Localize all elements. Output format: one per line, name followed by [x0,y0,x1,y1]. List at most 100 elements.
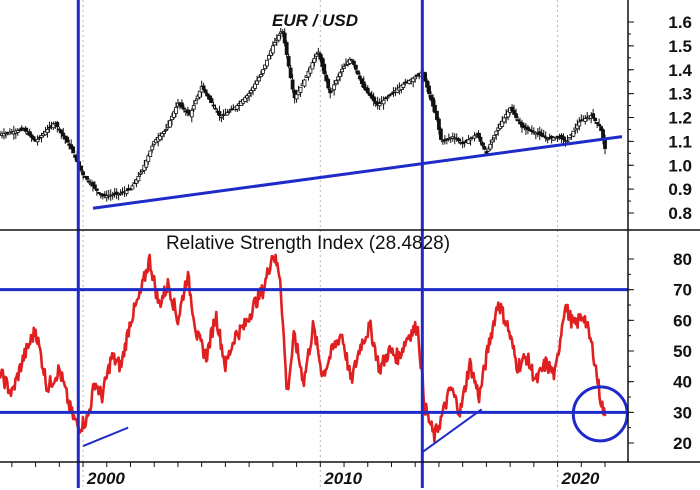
price-candle-body [468,138,473,141]
price-candle-body [352,60,356,65]
price-candle-body [276,35,281,41]
price-candle-body [435,110,439,120]
price-candle-body [431,97,435,107]
price-candle-body [593,117,598,121]
price-candle-body [193,100,198,105]
price-y-tick-label-1.6: 1.6 [668,13,692,32]
price-candle-body [415,74,420,77]
price-candle-body [213,107,218,110]
annotation-lines [0,0,629,488]
price-candle-body [314,53,319,57]
rsi-y-tick-label-40: 40 [673,373,692,392]
price-candle-body [439,128,443,140]
price-candle-body [136,175,141,182]
price-candle-body [478,136,483,142]
price-candle-body [456,138,461,142]
price-candle-body [577,121,582,127]
price-candle-body [247,93,252,97]
price-candle-body [266,55,271,60]
price-candle-body [353,64,358,70]
price-candle-body [96,192,101,194]
price-candle-body [235,105,240,110]
price-candle-body [201,85,206,91]
price-y-tick-label-1.3: 1.3 [668,85,692,104]
price-candle-body [294,93,299,100]
price-y-tick-label-1.2: 1.2 [668,109,692,128]
price-candle-body [423,72,427,82]
price-candle-body [597,123,601,126]
price-candle-body [85,176,89,180]
price-candle-body [308,66,313,74]
price-candle-body [462,141,467,144]
rsi-line-group [0,253,607,443]
price-candle-body [565,140,570,143]
price-candle-body [514,113,518,118]
price-candle-body [385,96,390,99]
price-candle-body [211,104,216,107]
price-candle-body [490,139,495,143]
x-tick-label-2010: 2010 [323,469,362,488]
price-candle-body [65,136,70,143]
price-candle-body [526,126,530,130]
price-candle-body [389,93,394,96]
gridlines [82,0,559,488]
price-candle-body [209,98,214,104]
price-candle-body [427,85,431,94]
price-candle-body [571,130,576,137]
price-candle-body [476,132,481,138]
price-candle-body [189,109,194,118]
price-candle-body [316,51,321,54]
price-candle-body [35,138,40,143]
price-candle-body [340,68,344,73]
price-y-tick-label-0.8: 0.8 [668,204,692,223]
rsi-y-tick-label-50: 50 [673,342,692,361]
price-candle-body [94,188,99,191]
rsi-trendline-2 [421,408,483,454]
price-candle-body [47,126,52,129]
x-tick-label-2020: 2020 [561,469,600,488]
price-candle-body [522,124,526,129]
price-candle-body [148,150,153,157]
price-candle-body [342,66,346,69]
price-candle-body [494,130,499,135]
price-candle-body [322,63,327,74]
price-candle-body [15,130,20,133]
x-tick-label-2000: 2000 [86,469,125,488]
price-candle-body [270,45,275,54]
price-candle-body [61,132,66,137]
price-candle-body [286,56,291,67]
price-candle-body [191,105,196,110]
price-candle-body [181,107,186,110]
price-candle-body [138,172,143,175]
price-candle-body [174,107,178,114]
price-candle-body [480,142,485,146]
price-candle-body [482,146,487,150]
price-candle-body [284,42,289,55]
price-candle-body [257,77,261,82]
price-candle-body [290,79,295,90]
price-candle-body [261,69,265,74]
price-candle-body [23,127,28,132]
price-candle-body [59,129,64,134]
price-candle-body [282,32,287,44]
price-candle-body [272,41,277,46]
price-candle-body [55,121,60,128]
rsi-y-tick-label-60: 60 [673,311,692,330]
price-y-tick-label-1.0: 1.0 [668,156,692,175]
rsi-y-tick-label-80: 80 [673,250,692,269]
price-candle-body [150,145,155,151]
price-candle-body [310,62,315,70]
rsi-chart-title: Relative Strength Index (28.4828) [166,233,450,254]
price-candle-body [516,119,520,122]
price-candle-body [350,59,354,62]
price-candle-body [98,193,103,196]
price-candle-body [381,99,386,105]
price-candle-body [124,190,129,195]
price-candle-body [326,78,331,89]
price-candle-body [45,129,50,133]
price-chart-title: EUR / USD [272,11,358,30]
price-candle-body [466,139,471,144]
price-candle-body [130,185,135,190]
price-candle-body [87,180,91,183]
price-candle-body [217,111,222,116]
